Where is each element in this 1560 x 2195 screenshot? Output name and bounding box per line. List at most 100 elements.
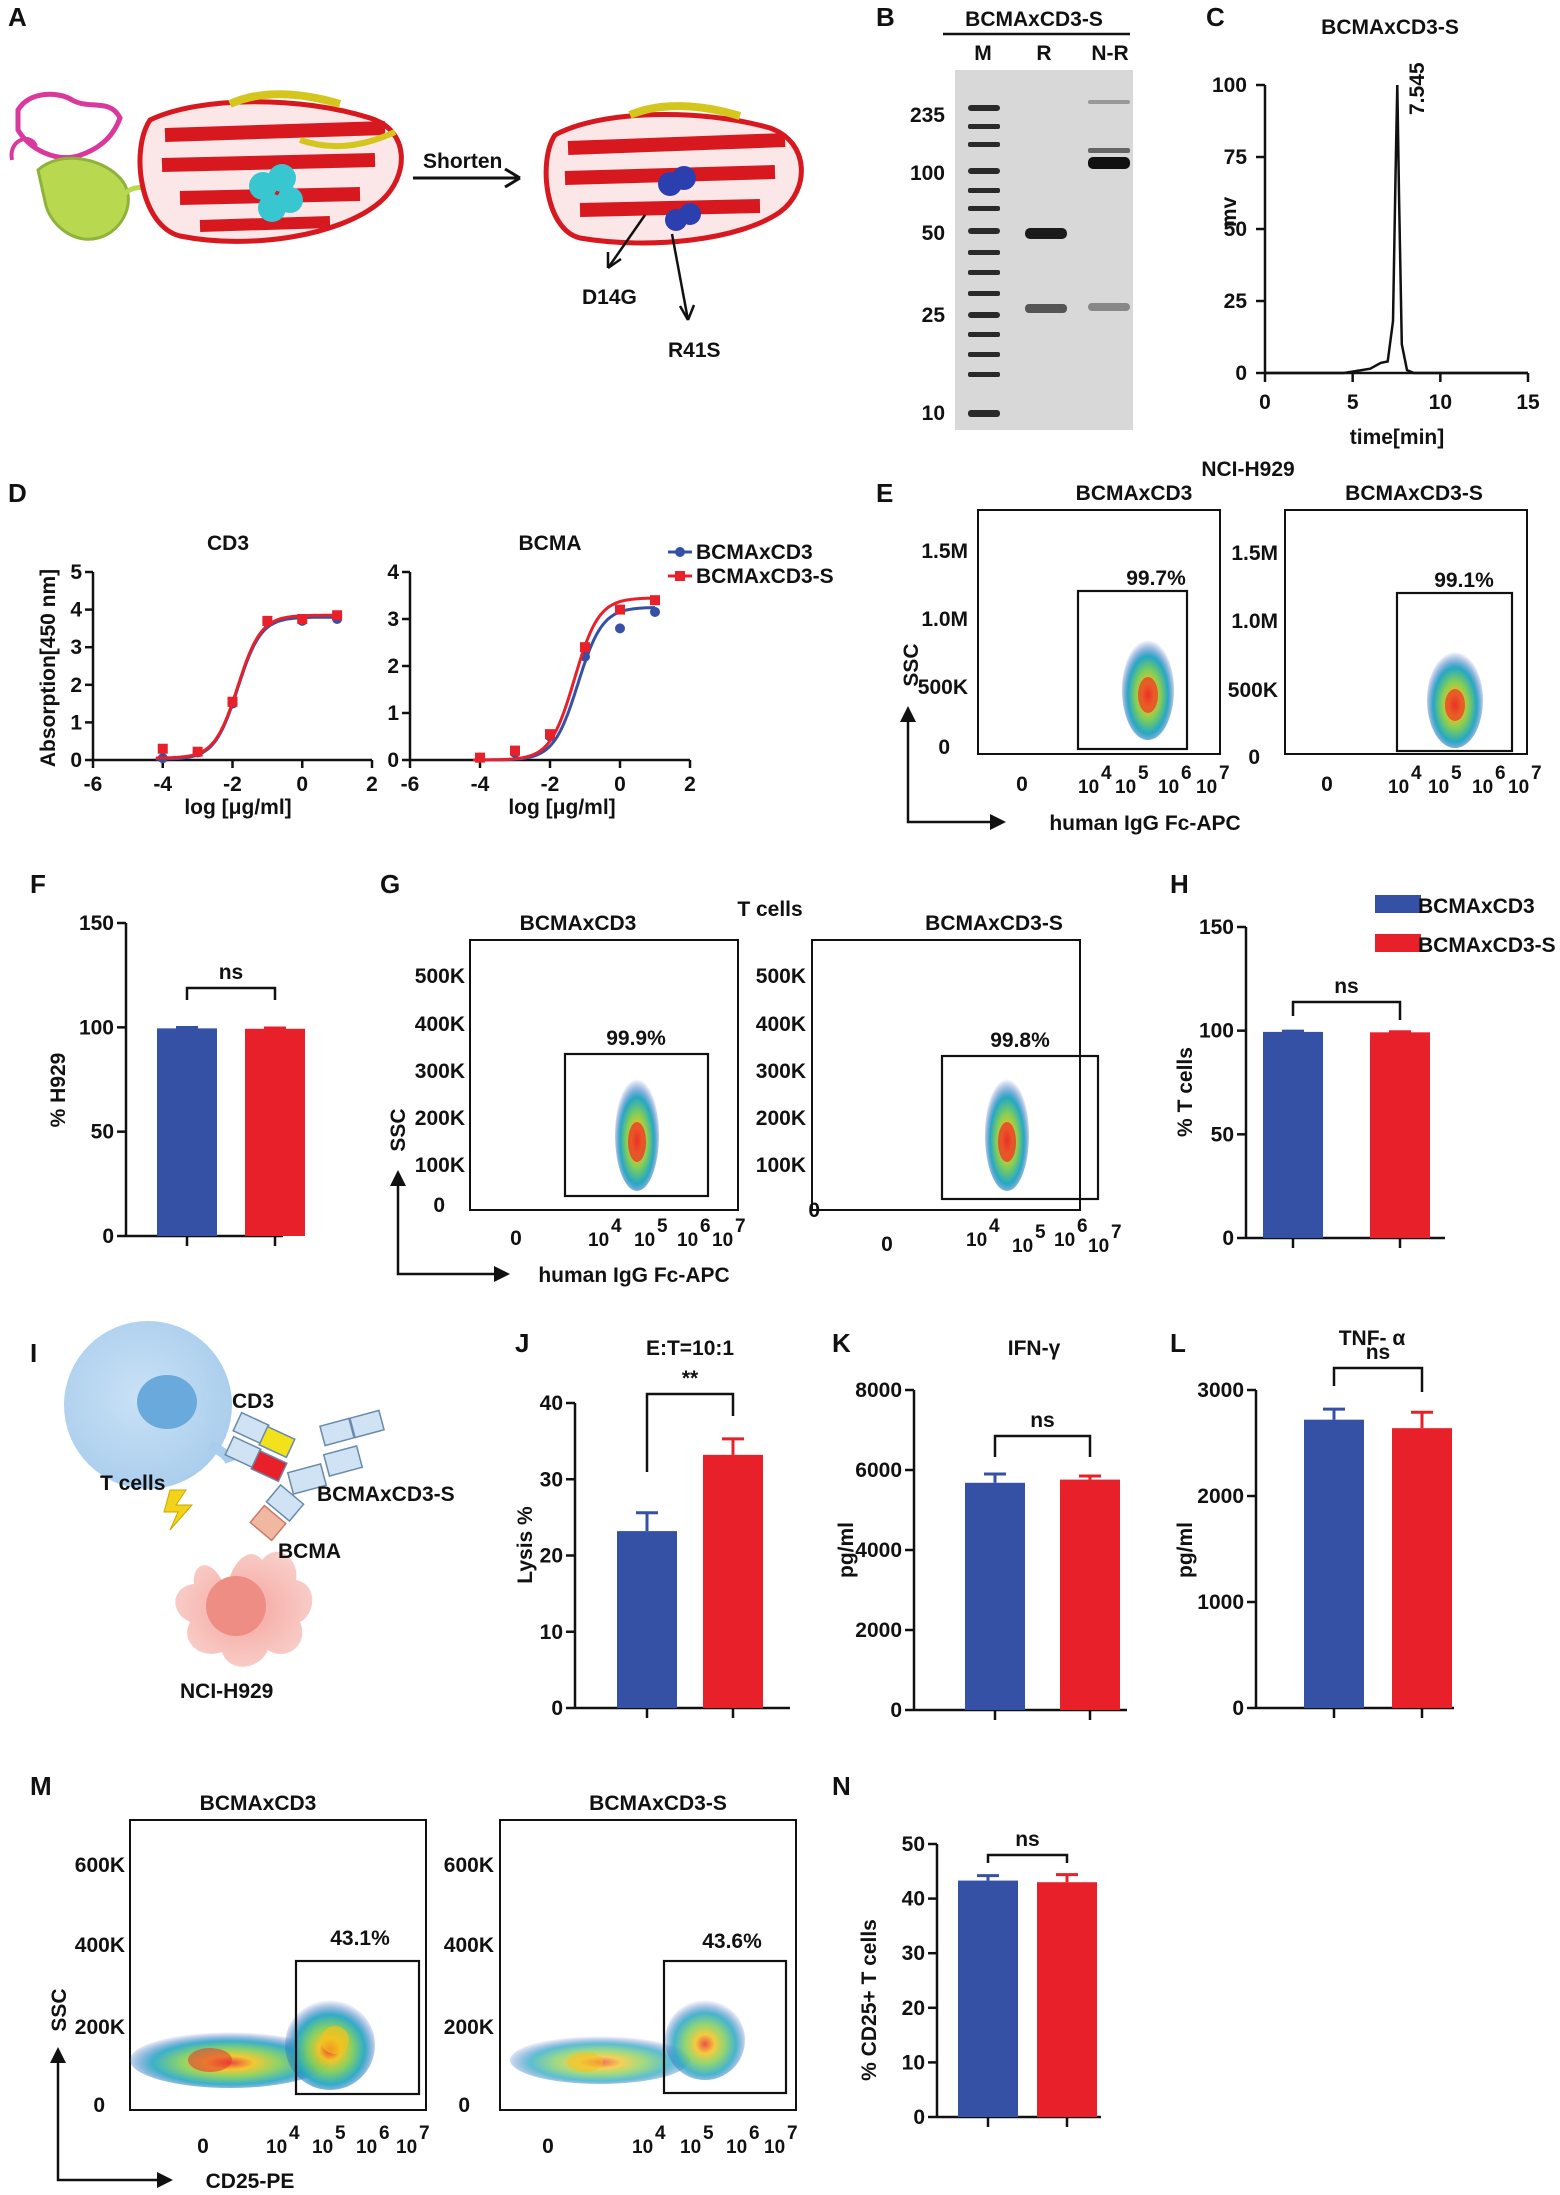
bar-chart-j: 0 10 20 30 40 **: [540, 1367, 790, 1720]
e1-ytick: 1.0M: [921, 608, 968, 631]
chromatogram-ylabel: mv: [1218, 197, 1241, 228]
e-ylabel: SSC: [900, 643, 923, 686]
m-percent-2: 43.6%: [702, 1930, 762, 1953]
g1-xtick: 10: [712, 1230, 733, 1251]
e2-ytick: 0: [1248, 746, 1260, 769]
lightning-icon: [163, 1489, 194, 1531]
g1-xexp: 4: [611, 1216, 622, 1237]
e1-xtick: 10: [1115, 777, 1136, 798]
m1-ytick: 0: [93, 2094, 105, 2117]
e2-xticks-log: 104 105 106 107: [1388, 763, 1542, 798]
f-ylabel: % H929: [47, 1053, 70, 1128]
panel-h-label: H: [1170, 869, 1189, 899]
h-legend-item-2: BCMAxCD3-S: [1418, 934, 1556, 957]
m2-ytick: 0: [458, 2094, 470, 2117]
significance-bracket: [1291, 1000, 1402, 1020]
gel-band-r-heavy: [1025, 228, 1067, 239]
g2-xexp: 6: [1077, 1216, 1088, 1237]
panel-m-label: M: [30, 1771, 52, 1801]
e1-xtick: 10: [1158, 777, 1179, 798]
panel-d-label: D: [8, 478, 27, 508]
m1-xtick: 10: [356, 2137, 377, 2158]
l-ylabel: pg/ml: [1174, 1522, 1197, 1578]
y-tick-label: 100: [1212, 74, 1247, 97]
data-point: [332, 610, 343, 621]
data-point: [227, 696, 238, 707]
data-point: [475, 752, 485, 763]
panel-c-label: C: [1206, 2, 1225, 32]
g-title-1: BCMAxCD3: [520, 912, 637, 935]
m1-ytick: 600K: [75, 1854, 125, 1877]
d1-xlabel: log [μg/ml]: [184, 796, 291, 819]
panel-a: A Shorten: [8, 2, 804, 362]
y-tick-label: 5: [70, 561, 82, 584]
e2-xtick: 10: [1428, 777, 1449, 798]
m2-xtick: 10: [680, 2137, 701, 2158]
significance-label: ns: [219, 961, 244, 984]
e-percent-2: 99.1%: [1434, 569, 1494, 592]
g1-ytick: 300K: [415, 1060, 465, 1083]
m1-xtick: 0: [197, 2135, 209, 2158]
e1-ytick: 500K: [918, 676, 968, 699]
h-legend-item-1: BCMAxCD3: [1418, 895, 1535, 918]
g2-xticks-log: 104 105 106 107: [966, 1216, 1122, 1257]
bar: [1392, 1428, 1452, 1708]
g1-xticks-log: 104 105 106 107: [588, 1216, 746, 1251]
m-title-1: BCMAxCD3: [200, 1792, 317, 1815]
x-tick-label: 15: [1516, 391, 1540, 414]
m2-xticks-log: 104 105 106 107: [632, 2123, 798, 2158]
panel-a-label: A: [8, 2, 27, 32]
y-tick-label: 0: [70, 749, 82, 772]
d1-title: CD3: [207, 532, 249, 555]
bar-chart-h: 0 50 100 150 ns: [1199, 916, 1445, 1250]
g-percent-2: 99.8%: [990, 1029, 1050, 1052]
m1-xexp: 6: [379, 2123, 390, 2144]
g1-ytick: 500K: [415, 965, 465, 988]
m-title-2: BCMAxCD3-S: [589, 1792, 727, 1815]
chromatogram: 0 25 50 75 100 0 5 10 15: [1212, 74, 1540, 414]
m1-ytick: 200K: [75, 2016, 125, 2039]
panel-f-label: F: [30, 869, 46, 899]
marker-235: 235: [910, 104, 945, 127]
y-tick-label: 50: [902, 1833, 925, 1856]
x-tick-label: 2: [684, 773, 696, 796]
fit-curve: [473, 606, 656, 762]
y-tick-label: 0: [102, 1225, 114, 1248]
y-tick-label: 3: [387, 608, 399, 631]
panel-e: E NCI-H929 BCMAxCD3 BCMAxCD3-S 99.7% 1.5…: [876, 458, 1542, 835]
y-tick-label: 8000: [855, 1379, 902, 1402]
e2-ytick: 1.5M: [1231, 542, 1278, 565]
panel-h: H 0 50 100 150 ns % T cells BCMAxCD3 BCMAxCD…: [1170, 869, 1556, 1250]
d2-title: BCMA: [519, 532, 582, 555]
panel-b-label: B: [876, 2, 895, 32]
g-flow-plot-2: 99.8% 500K 400K 300K 200K 100K 0 0 104 1…: [756, 939, 1122, 1257]
g2-xtick: 0: [881, 1233, 893, 1256]
panel-c: C BCMAxCD3-S 0 25 50 75 100 0 5 10 15 mv time[mi…: [1206, 2, 1540, 449]
bar: [1263, 1031, 1323, 1238]
i-label-tumor: NCI-H929: [180, 1680, 273, 1703]
bar-chart-l: 0 1000 2000 3000 ns: [1197, 1341, 1454, 1720]
m-gate-1: [294, 1959, 421, 2096]
panel-m: M BCMAxCD3 BCMAxCD3-S 43.1% 600K 400K 20…: [30, 1771, 798, 2193]
marker-50: 50: [922, 222, 945, 245]
panel-l: L TNF- α 0 1000 2000 3000 ns pg/ml: [1170, 1327, 1454, 1720]
k-ylabel: pg/ml: [835, 1522, 858, 1578]
m1-xexp: 7: [419, 2123, 430, 2144]
m1-ytick: 400K: [75, 1934, 125, 1957]
binding-curve-cd3: 0 1 2 3 4 5 -6 -4 -2 0 2: [70, 561, 378, 796]
panel-g-label: G: [380, 869, 400, 899]
bar: [1037, 1882, 1097, 2117]
significance-bracket: [185, 986, 277, 1000]
g-gate-1: [563, 1052, 710, 1198]
significance-bracket: [645, 1392, 735, 1472]
g-percent-1: 99.9%: [606, 1027, 666, 1050]
marker-10: 10: [922, 402, 945, 425]
e1-xexp: 6: [1181, 763, 1192, 784]
data-point: [650, 606, 660, 617]
m1-xtick: 10: [396, 2137, 417, 2158]
schematic-tumor-cell: [175, 1551, 313, 1667]
y-tick-label: 0: [551, 1697, 563, 1720]
g-ylabel: SSC: [387, 1108, 410, 1151]
y-tick-label: 20: [540, 1545, 563, 1568]
data-point: [297, 614, 308, 624]
